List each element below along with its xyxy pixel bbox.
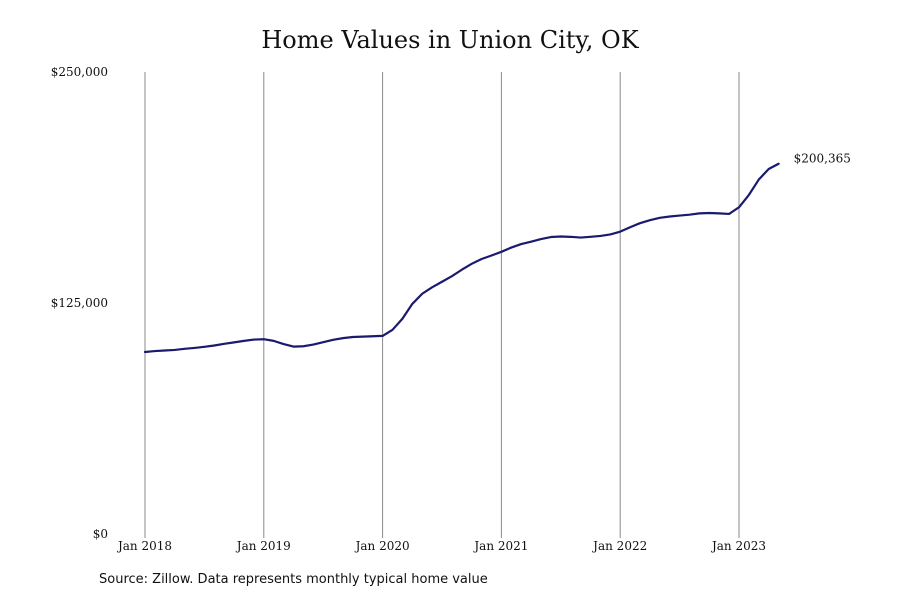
data-point — [154, 350, 156, 352]
data-point — [688, 214, 690, 216]
data-point — [481, 258, 483, 260]
data-point — [500, 251, 502, 253]
data-point — [708, 212, 710, 214]
x-tick-label: Jan 2019 — [235, 539, 291, 553]
data-point — [273, 340, 275, 342]
x-tick-label: Jan 2021 — [472, 539, 528, 553]
data-point — [560, 235, 562, 237]
data-point — [679, 214, 681, 216]
data-point — [461, 269, 463, 271]
data-point — [490, 254, 492, 256]
end-value-label: $200,365 — [794, 152, 851, 166]
data-point — [540, 238, 542, 240]
x-tick-label: Jan 2020 — [354, 539, 410, 553]
data-point — [382, 335, 384, 337]
data-point — [332, 339, 334, 341]
data-point — [233, 341, 235, 343]
data-point — [530, 241, 532, 243]
y-tick-label: $125,000 — [51, 296, 108, 310]
data-point — [302, 345, 304, 347]
data-point — [728, 213, 730, 215]
data-point — [263, 338, 265, 340]
gridlines — [144, 72, 740, 538]
data-point — [431, 286, 433, 288]
data-point — [441, 281, 443, 283]
x-tick-label: Jan 2022 — [591, 539, 647, 553]
x-axis: Jan 2018 Jan 2019 Jan 2020 Jan 2021 Jan 2022… — [116, 539, 766, 553]
data-point — [698, 212, 700, 214]
x-tick-label: Jan 2023 — [710, 539, 766, 553]
data-point — [223, 343, 225, 345]
data-point — [421, 293, 423, 295]
data-point — [589, 236, 591, 238]
y-tick-label: $0 — [93, 527, 108, 541]
data-point — [510, 246, 512, 248]
data-point — [362, 336, 364, 338]
data-point — [322, 341, 324, 343]
data-point — [669, 215, 671, 217]
data-point — [570, 236, 572, 238]
data-point — [352, 336, 354, 338]
data-point — [619, 231, 621, 233]
data-point — [758, 178, 760, 180]
data-point — [342, 337, 344, 339]
data-point — [213, 344, 215, 346]
series-home-value: $200,365 — [143, 152, 851, 354]
data-point — [768, 168, 770, 170]
data-point — [718, 212, 720, 214]
data-point — [401, 318, 403, 320]
data-point — [599, 235, 601, 237]
data-point — [144, 351, 146, 353]
data-point — [243, 340, 245, 342]
data-point — [738, 206, 740, 208]
chart-title: Home Values in Union City, OK — [261, 26, 639, 54]
data-point — [372, 335, 374, 337]
data-point — [253, 338, 255, 340]
data-point — [451, 275, 453, 277]
data-point — [184, 348, 186, 350]
data-point — [203, 346, 205, 348]
data-point — [411, 303, 413, 305]
data-point — [649, 219, 651, 221]
data-point — [391, 329, 393, 331]
data-point — [580, 236, 582, 238]
data-point — [659, 217, 661, 219]
data-point — [312, 343, 314, 345]
data-point — [174, 349, 176, 351]
x-tick-label: Jan 2018 — [116, 539, 172, 553]
data-point — [193, 347, 195, 349]
y-axis: $0 $125,000 $250,000 — [51, 65, 108, 541]
home-value-line — [143, 162, 780, 354]
data-point — [748, 194, 750, 196]
data-point — [629, 226, 631, 228]
data-point — [283, 343, 285, 345]
data-point — [520, 243, 522, 245]
data-point — [778, 163, 780, 165]
data-point — [471, 263, 473, 265]
data-point — [639, 222, 641, 224]
data-point — [292, 346, 294, 348]
y-tick-label: $250,000 — [51, 65, 108, 79]
data-point — [550, 236, 552, 238]
source-note: Source: Zillow. Data represents monthly … — [99, 572, 488, 587]
data-point — [164, 349, 166, 351]
data-point — [609, 233, 611, 235]
